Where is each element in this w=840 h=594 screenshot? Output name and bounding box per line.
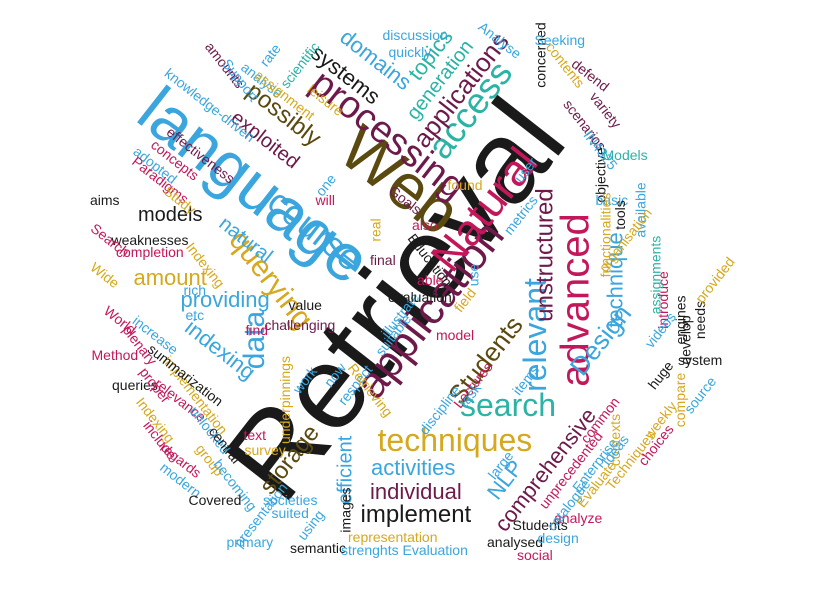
word-value: value [288,297,322,313]
word-weaknesses: weaknesses [111,232,189,248]
word-models: models [138,204,203,226]
word-social: social [517,547,553,563]
word-system: system [678,352,723,368]
word-providing: providing [180,287,270,312]
word-evaluation: evaluation [388,289,452,305]
word-method: Method [91,347,139,363]
word-quickly: quickly [388,44,432,60]
word-underpinnings: underpinnings [276,356,293,444]
word-huge: huge [644,357,676,393]
word-primary: primary [226,534,274,550]
word-evaluation: Evaluation [402,542,468,558]
word-discussion: discussion [382,27,448,43]
word-provided: provided [692,253,738,307]
word-covered: Covered [188,492,242,508]
word-needs: needs [692,300,709,340]
word-survey: survey [244,442,286,458]
word-implement: implement [360,501,472,528]
word-able: able [417,272,444,288]
word-analyze: analyze [554,510,603,526]
word-find: find [245,322,269,338]
word-etc: etc [185,307,205,323]
word-real: real [367,218,384,242]
word-search: search [460,387,557,423]
word-aims: aims [90,192,120,208]
word-design: design [537,530,579,546]
word-activities: activities [371,455,456,480]
word-wide: Wide [87,258,123,292]
word-text: text [243,427,267,443]
word-basic: basic [595,192,629,208]
word-suited: suited [271,505,309,521]
word-seeking: Seeking [534,32,586,48]
word-queries: queries [112,377,158,393]
word-techniques: techniques [377,422,533,458]
word-use: use [464,263,481,287]
word-challenging: challenging [264,317,336,333]
word-societies: societies [263,492,318,508]
word-assignments: assignments [646,235,663,315]
word-images: images [337,487,354,533]
word-found: found [447,177,483,193]
word-representation: representation [348,529,438,545]
word-individual: individual [370,479,462,504]
word-unstructured: unstructured [531,188,559,322]
word-rich: rich [183,282,207,298]
word-model: model [436,327,475,343]
word-completion: completion [116,244,184,260]
word-models: Models [602,147,648,163]
word-also: also [412,217,438,233]
word-analysed: analysed [487,534,544,550]
word-will: will [315,192,335,208]
word-rate: rate [256,40,284,70]
word-strenghts: strenghts [341,542,399,558]
word-final: final [370,252,396,268]
word-amount: amount [133,265,207,290]
word-semantic: semantic [290,540,347,556]
word-students: Students [512,517,568,533]
